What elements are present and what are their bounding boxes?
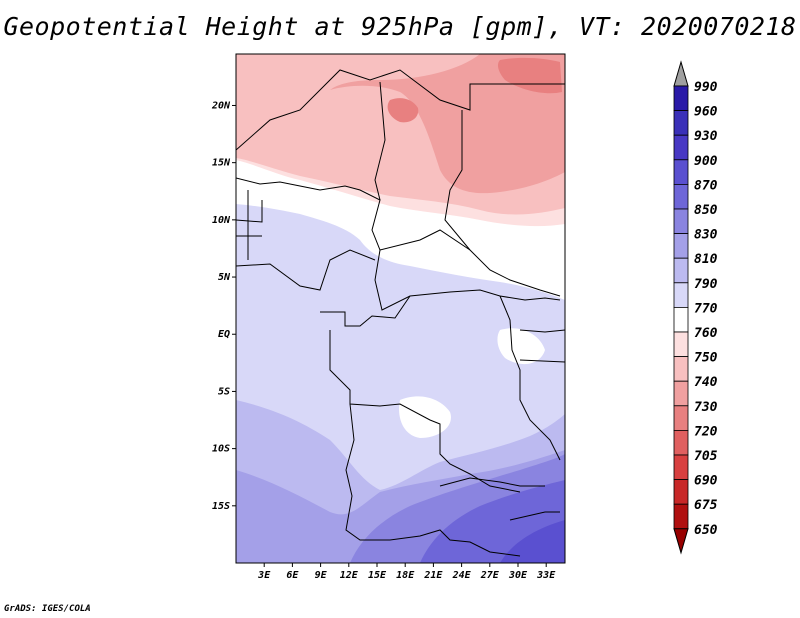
colorbar-swatch [673,257,689,284]
colorbar-label: 730 [694,400,718,415]
colorbar-label: 830 [694,228,718,243]
colorbar-swatch [673,306,689,333]
chart-title: Geopotential Height at 925hPa [gpm], VT:… [3,12,797,41]
colorbar-swatch [673,331,689,358]
colorbar-label: 650 [694,523,718,538]
y-tick-label: 5S [218,386,230,397]
colorbar-label: 760 [694,326,718,341]
y-axis: 20N 15N 10N 5N EQ 5S 10S 15S [211,100,236,512]
contour-760-patch [399,328,545,438]
y-tick-label: EQ [218,329,230,340]
colorbar-label: 790 [694,277,718,292]
x-tick-label: 30E [508,570,528,581]
colorbar-swatch [673,233,689,259]
x-tick-label: 18E [396,570,415,581]
colorbar-swatch [673,110,689,136]
colorbar-swatch [673,85,689,112]
contour-720 [387,57,562,123]
x-tick-label: 12E [340,570,359,581]
contour-730 [330,54,565,194]
colorbar-swatch [673,208,689,235]
x-tick-label: 27E [480,570,500,581]
colorbar-label: 750 [694,351,718,366]
colorbar-swatch [673,479,689,505]
colorbar-swatch [673,405,689,431]
y-tick-label: 10N [212,215,231,226]
x-tick-label: 6E [286,570,299,581]
map-frame [235,53,566,564]
colorbar-swatch [673,159,689,185]
grads-credit: GrADS: IGES/COLA [4,604,91,614]
colorbar-label: 690 [694,474,718,489]
colorbar-swatch [673,282,689,308]
colorbar-swatch [673,380,689,407]
colorbar-label: 960 [694,105,718,120]
colorbar-swatch [673,134,689,161]
colorbar-swatch [673,429,689,456]
colorbar-label: 675 [694,498,718,513]
y-tick-label: 5N [218,272,231,283]
colorbar-label: 770 [694,301,718,316]
colorbar-label: 850 [694,203,718,218]
x-tick-label: 21E [423,570,443,581]
colorbar-label: 900 [694,154,718,169]
contour-870 [500,520,565,563]
colorbar-label: 720 [694,424,718,439]
colorbar-label: 870 [694,178,718,193]
colorbar-label: 740 [694,375,718,390]
colorbar-bottom-arrow [673,528,689,555]
x-tick-label: 33E [536,570,556,581]
contour-fill-layer [236,54,565,563]
x-axis: 3E 6E 9E 12E 15E 18E 21E 24E 27E 30E 33E [257,563,556,581]
x-tick-label: 9E [315,570,328,581]
colorbar-swatch [673,356,689,382]
colorbar-label: 930 [694,129,718,144]
y-tick-label: 10S [212,444,230,455]
colorbar-swatch [673,503,689,530]
x-tick-label: 15E [368,570,387,581]
colorbar-label: 810 [694,252,718,267]
contour-760 [236,160,565,300]
colorbar-swatch [673,183,689,210]
colorbar-swatch [673,454,689,481]
colorbar-top-arrow [673,60,689,87]
x-tick-label: 24E [452,570,472,581]
colorbar-label: 990 [694,80,718,95]
colorbar-label: 705 [694,449,718,464]
y-tick-label: 15N [212,158,231,169]
colorbar: 990 960 930 900 870 850 830 810 790 770 760 750 740 7… [673,60,718,555]
country-borders [236,69,565,557]
x-tick-label: 3E [257,570,271,581]
y-tick-label: 20N [211,100,231,111]
y-tick-label: 15S [212,501,230,512]
